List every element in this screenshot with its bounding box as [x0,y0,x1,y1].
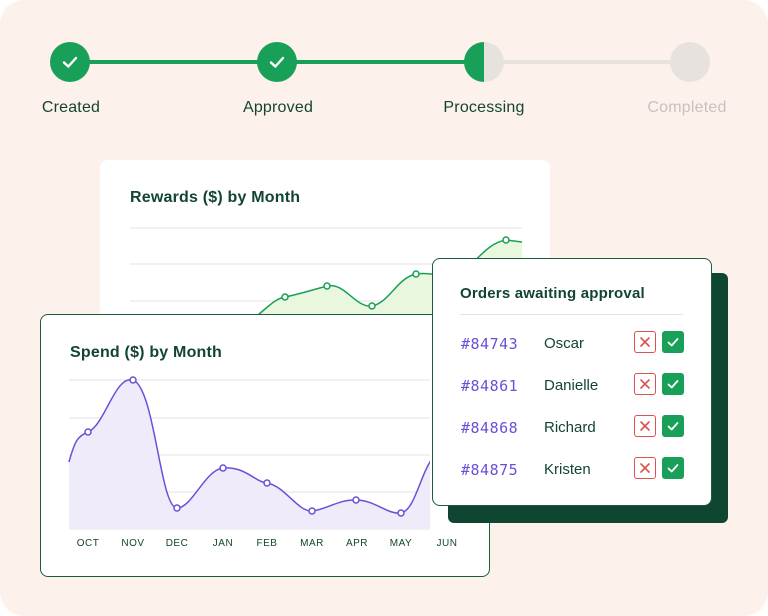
month-label-oct: OCT [76,538,100,549]
order-customer-name: Richard [544,419,596,436]
step-label-completed: Completed [647,99,727,116]
month-label-mar: MAR [300,538,324,549]
month-label-jun: JUN [436,538,458,549]
month-label-nov: NOV [121,538,145,549]
order-row: #84875 Kristen [433,455,711,485]
x-icon [640,421,650,431]
month-label-feb: FEB [256,538,278,549]
x-icon [640,463,650,473]
reject-order-button[interactable] [634,457,656,479]
rewards-point [502,236,510,244]
rewards-point [323,282,331,290]
check-icon [62,56,78,68]
order-customer-name: Kristen [544,461,591,478]
step-created-circle [50,42,90,82]
rewards-point [368,302,376,310]
order-id: #84868 [461,419,519,437]
spend-chart-title: Spend ($) by Month [70,344,223,361]
reject-order-button[interactable] [634,415,656,437]
step-label-approved: Approved [242,99,314,116]
approve-order-button[interactable] [662,373,684,395]
approve-order-button[interactable] [662,457,684,479]
orders-card-title: Orders awaiting approval [460,285,645,302]
step-label-created: Created [41,99,101,116]
x-icon [640,337,650,347]
rewards-point [412,270,420,278]
rewards-point [281,293,289,301]
month-label-jan: JAN [212,538,234,549]
order-id: #84743 [461,335,519,353]
month-label-may: MAY [389,538,413,549]
month-label-apr: APR [345,538,369,549]
step-label-processing: Processing [443,99,525,116]
order-id: #84861 [461,377,519,395]
stepper-track-pending [484,60,690,64]
order-customer-name: Danielle [544,377,599,394]
order-customer-name: Oscar [544,335,585,352]
step-completed-circle [670,42,710,82]
month-label-dec: DEC [165,538,189,549]
x-icon [640,379,650,389]
check-icon [667,338,679,347]
order-row: #84868 Richard [433,413,711,443]
step-processing-circle [464,42,504,82]
check-icon [269,56,285,68]
order-row: #84743 Oscar [433,329,711,359]
step-approved-circle [257,42,297,82]
orders-approval-card: Orders awaiting approval #84743 Oscar #8… [432,258,712,506]
orders-title-divider [460,314,683,315]
order-id: #84875 [461,461,519,479]
check-icon [667,422,679,431]
rewards-chart-title: Rewards ($) by Month [130,189,301,206]
check-icon [667,464,679,473]
reject-order-button[interactable] [634,331,656,353]
order-row: #84861 Danielle [433,371,711,401]
approve-order-button[interactable] [662,415,684,437]
reject-order-button[interactable] [634,373,656,395]
check-icon [667,380,679,389]
approve-order-button[interactable] [662,331,684,353]
